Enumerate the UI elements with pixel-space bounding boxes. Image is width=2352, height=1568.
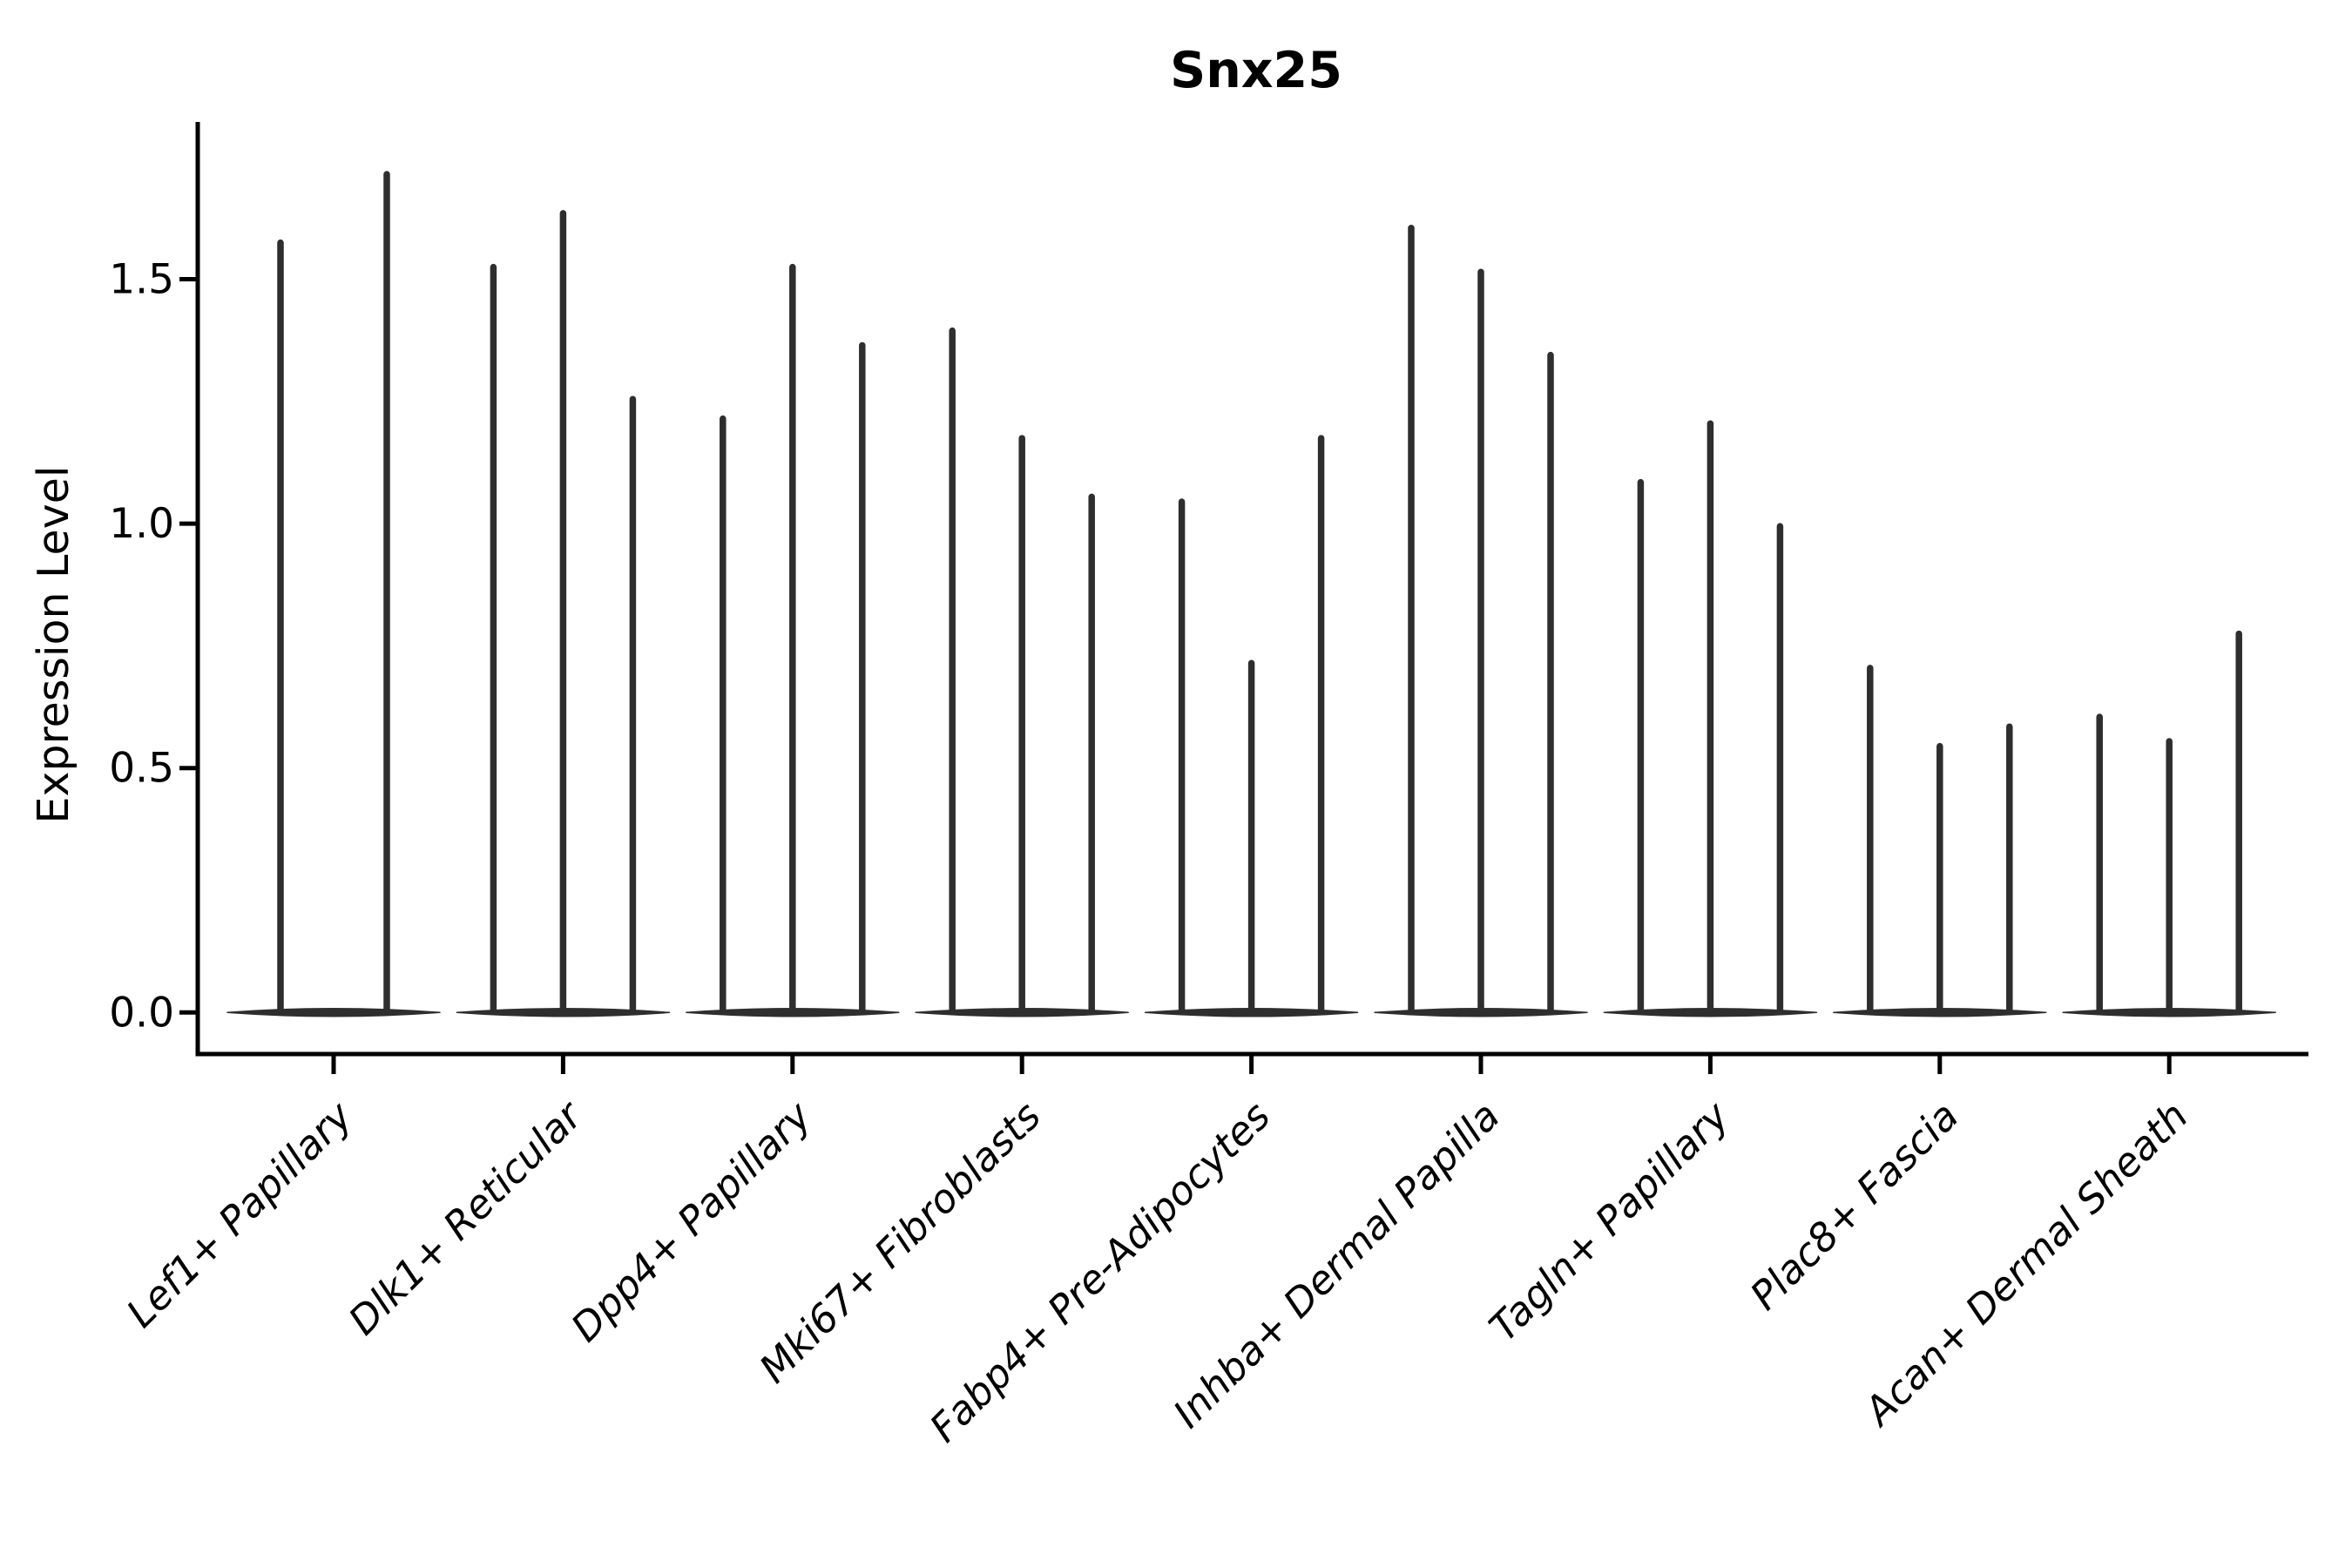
- y-tick-label: 0.0: [109, 989, 174, 1037]
- x-tick-label: Dpp4+ Papillary: [562, 1092, 821, 1350]
- y-tick-label: 1.5: [109, 256, 174, 304]
- violin-baseline: [226, 1008, 441, 1017]
- x-tick-label: Tagln+ Papillary: [1480, 1092, 1739, 1350]
- x-tick-label: Dlk1+ Reticular: [340, 1092, 592, 1344]
- y-tick-label: 1.0: [109, 500, 174, 548]
- y-axis-label: Expression Level: [29, 466, 78, 824]
- x-tick-label: Plac8+ Fascia: [1741, 1092, 1968, 1319]
- chart-title: Snx25: [1170, 42, 1342, 99]
- x-tick-label: Lef1+ Papillary: [118, 1092, 362, 1336]
- y-tick-label: 0.5: [109, 745, 174, 793]
